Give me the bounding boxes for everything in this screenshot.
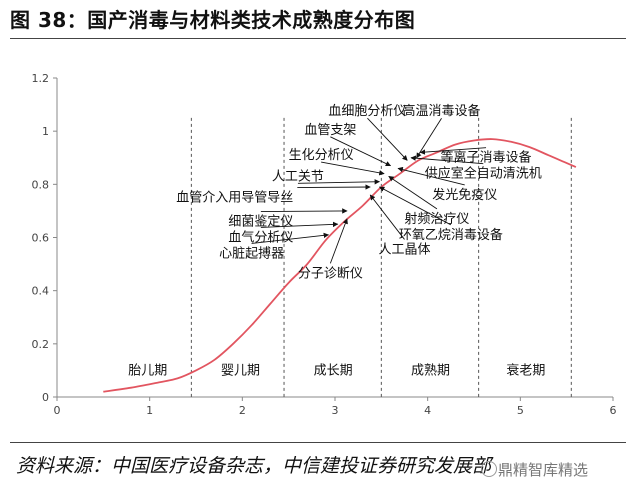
annotation-arrow: [251, 232, 330, 244]
x-tick-label: 3: [332, 404, 339, 417]
figure-title: 图 38：国产消毒与材料类技术成熟度分布图: [10, 8, 416, 32]
annotation-arrow: [297, 184, 371, 190]
annotation-arrow: [379, 186, 452, 226]
annotation-label: 高温消毒设备: [403, 103, 481, 119]
maturity-curve: [103, 138, 577, 393]
annotation-label: 发光免疫仪: [432, 187, 497, 203]
x-tick-label: 2: [239, 404, 246, 417]
annotation-arrow: [321, 161, 385, 176]
y-tick-label: 0.4: [32, 285, 50, 298]
annotation-arrow: [297, 179, 381, 185]
annotation-arrow: [367, 117, 408, 161]
y-tick-label: 0: [42, 391, 49, 404]
watermark-logo-icon: [481, 461, 497, 477]
watermark-text: 鼎精智库精选: [498, 461, 589, 479]
annotation-label: 血气分析仪: [228, 229, 293, 245]
annotation-label: 血管介入用导管导丝: [176, 191, 293, 206]
annotation-label: 血管支架: [304, 123, 356, 138]
annotation-label: 供应室全自动清洗机: [425, 166, 542, 182]
annotation-label: 射频治疗仪: [404, 211, 469, 227]
phase-label: 婴儿期: [221, 363, 260, 378]
source-rule: [10, 442, 626, 443]
x-tick-label: 5: [517, 404, 524, 417]
annotation-label: 分子诊断仪: [298, 266, 363, 281]
x-tick-label: 0: [54, 404, 61, 417]
annotation-arrow: [369, 194, 405, 240]
annotation-arrow: [329, 218, 348, 264]
source-note: 资料来源：中国医疗设备杂志，中信建投证券研究发展部: [16, 455, 492, 477]
phase-label: 成长期: [314, 363, 353, 378]
annotation-label: 血细胞分析仪: [328, 104, 406, 119]
phase-label: 衰老期: [506, 362, 545, 378]
annotation-arrow: [397, 166, 465, 186]
annotation-arrow: [260, 221, 339, 228]
y-tick-label: 0.2: [32, 338, 50, 351]
x-tick-label: 4: [424, 404, 431, 417]
x-tick-label: 6: [610, 404, 617, 417]
annotation-label: 心脏起搏器: [219, 245, 284, 261]
annotation-label: 等离子消毒设备: [441, 150, 532, 166]
title-rule: [10, 38, 626, 39]
annotation-label: 人工晶体: [378, 242, 430, 257]
y-tick-label: 0.6: [32, 232, 50, 245]
annotation-label: 细菌鉴定仪: [228, 215, 293, 230]
annotation-label: 环氧乙烷消毒设备: [399, 227, 503, 243]
y-tick-label: 0.8: [32, 178, 50, 191]
y-tick-label: 1: [42, 125, 49, 138]
x-tick-label: 1: [146, 404, 153, 417]
phase-label: 胎儿期: [128, 363, 167, 378]
annotation-label: 生化分析仪: [289, 148, 354, 163]
annotation-arrow: [388, 175, 438, 210]
annotation-arrow: [260, 208, 348, 214]
annotation-arrow: [419, 147, 487, 155]
y-tick-label: 1.2: [32, 72, 50, 85]
technology-maturity-chart: 0 0.2 0.4 0.6 0.8 1 1.2 0 1 2 3 4 5 6 胎儿期 婴儿期 成长期 成熟期 衰老期…: [32, 72, 617, 417]
annotation-arrow: [410, 155, 484, 165]
annotation-arrow: [330, 136, 392, 167]
phase-label: 成熟期: [411, 362, 450, 378]
annotation-label: 人工关节: [272, 169, 324, 184]
